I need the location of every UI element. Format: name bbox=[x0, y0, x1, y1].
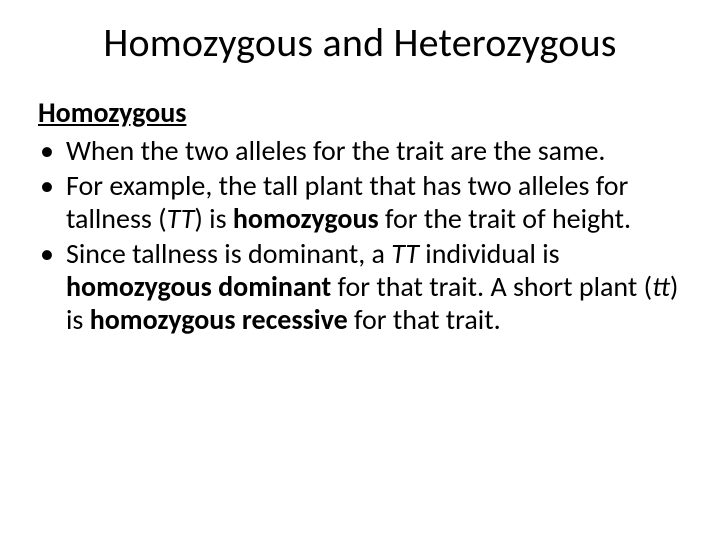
text-segment: homozygous bbox=[233, 201, 379, 236]
slide-subtitle: Homozygous bbox=[38, 95, 682, 130]
text-segment: homozygous dominant bbox=[66, 269, 331, 304]
slide-title: Homozygous and Heterozygous bbox=[38, 18, 682, 67]
text-segment: for that trait. bbox=[348, 302, 501, 337]
slide: Homozygous and Heterozygous Homozygous W… bbox=[0, 0, 720, 540]
text-segment: TT bbox=[391, 236, 419, 271]
text-segment: ) is bbox=[194, 201, 233, 236]
bullet-item: When the two alleles for the trait are t… bbox=[38, 134, 682, 167]
text-segment: homozygous recessive bbox=[90, 302, 348, 337]
text-segment: tt bbox=[652, 269, 670, 304]
bullet-item: Since tallness is dominant, a TT individ… bbox=[38, 237, 682, 336]
text-segment: individual is bbox=[419, 236, 560, 271]
bullet-list: When the two alleles for the trait are t… bbox=[38, 134, 682, 336]
text-segment: TT bbox=[167, 201, 195, 236]
text-segment: for that trait. A short plant ( bbox=[331, 269, 652, 304]
text-segment: When the two alleles for the trait are t… bbox=[66, 133, 605, 168]
text-segment: for the trait of height. bbox=[379, 201, 631, 236]
bullet-item: For example, the tall plant that has two… bbox=[38, 169, 682, 235]
text-segment: Since tallness is dominant, a bbox=[66, 236, 391, 271]
